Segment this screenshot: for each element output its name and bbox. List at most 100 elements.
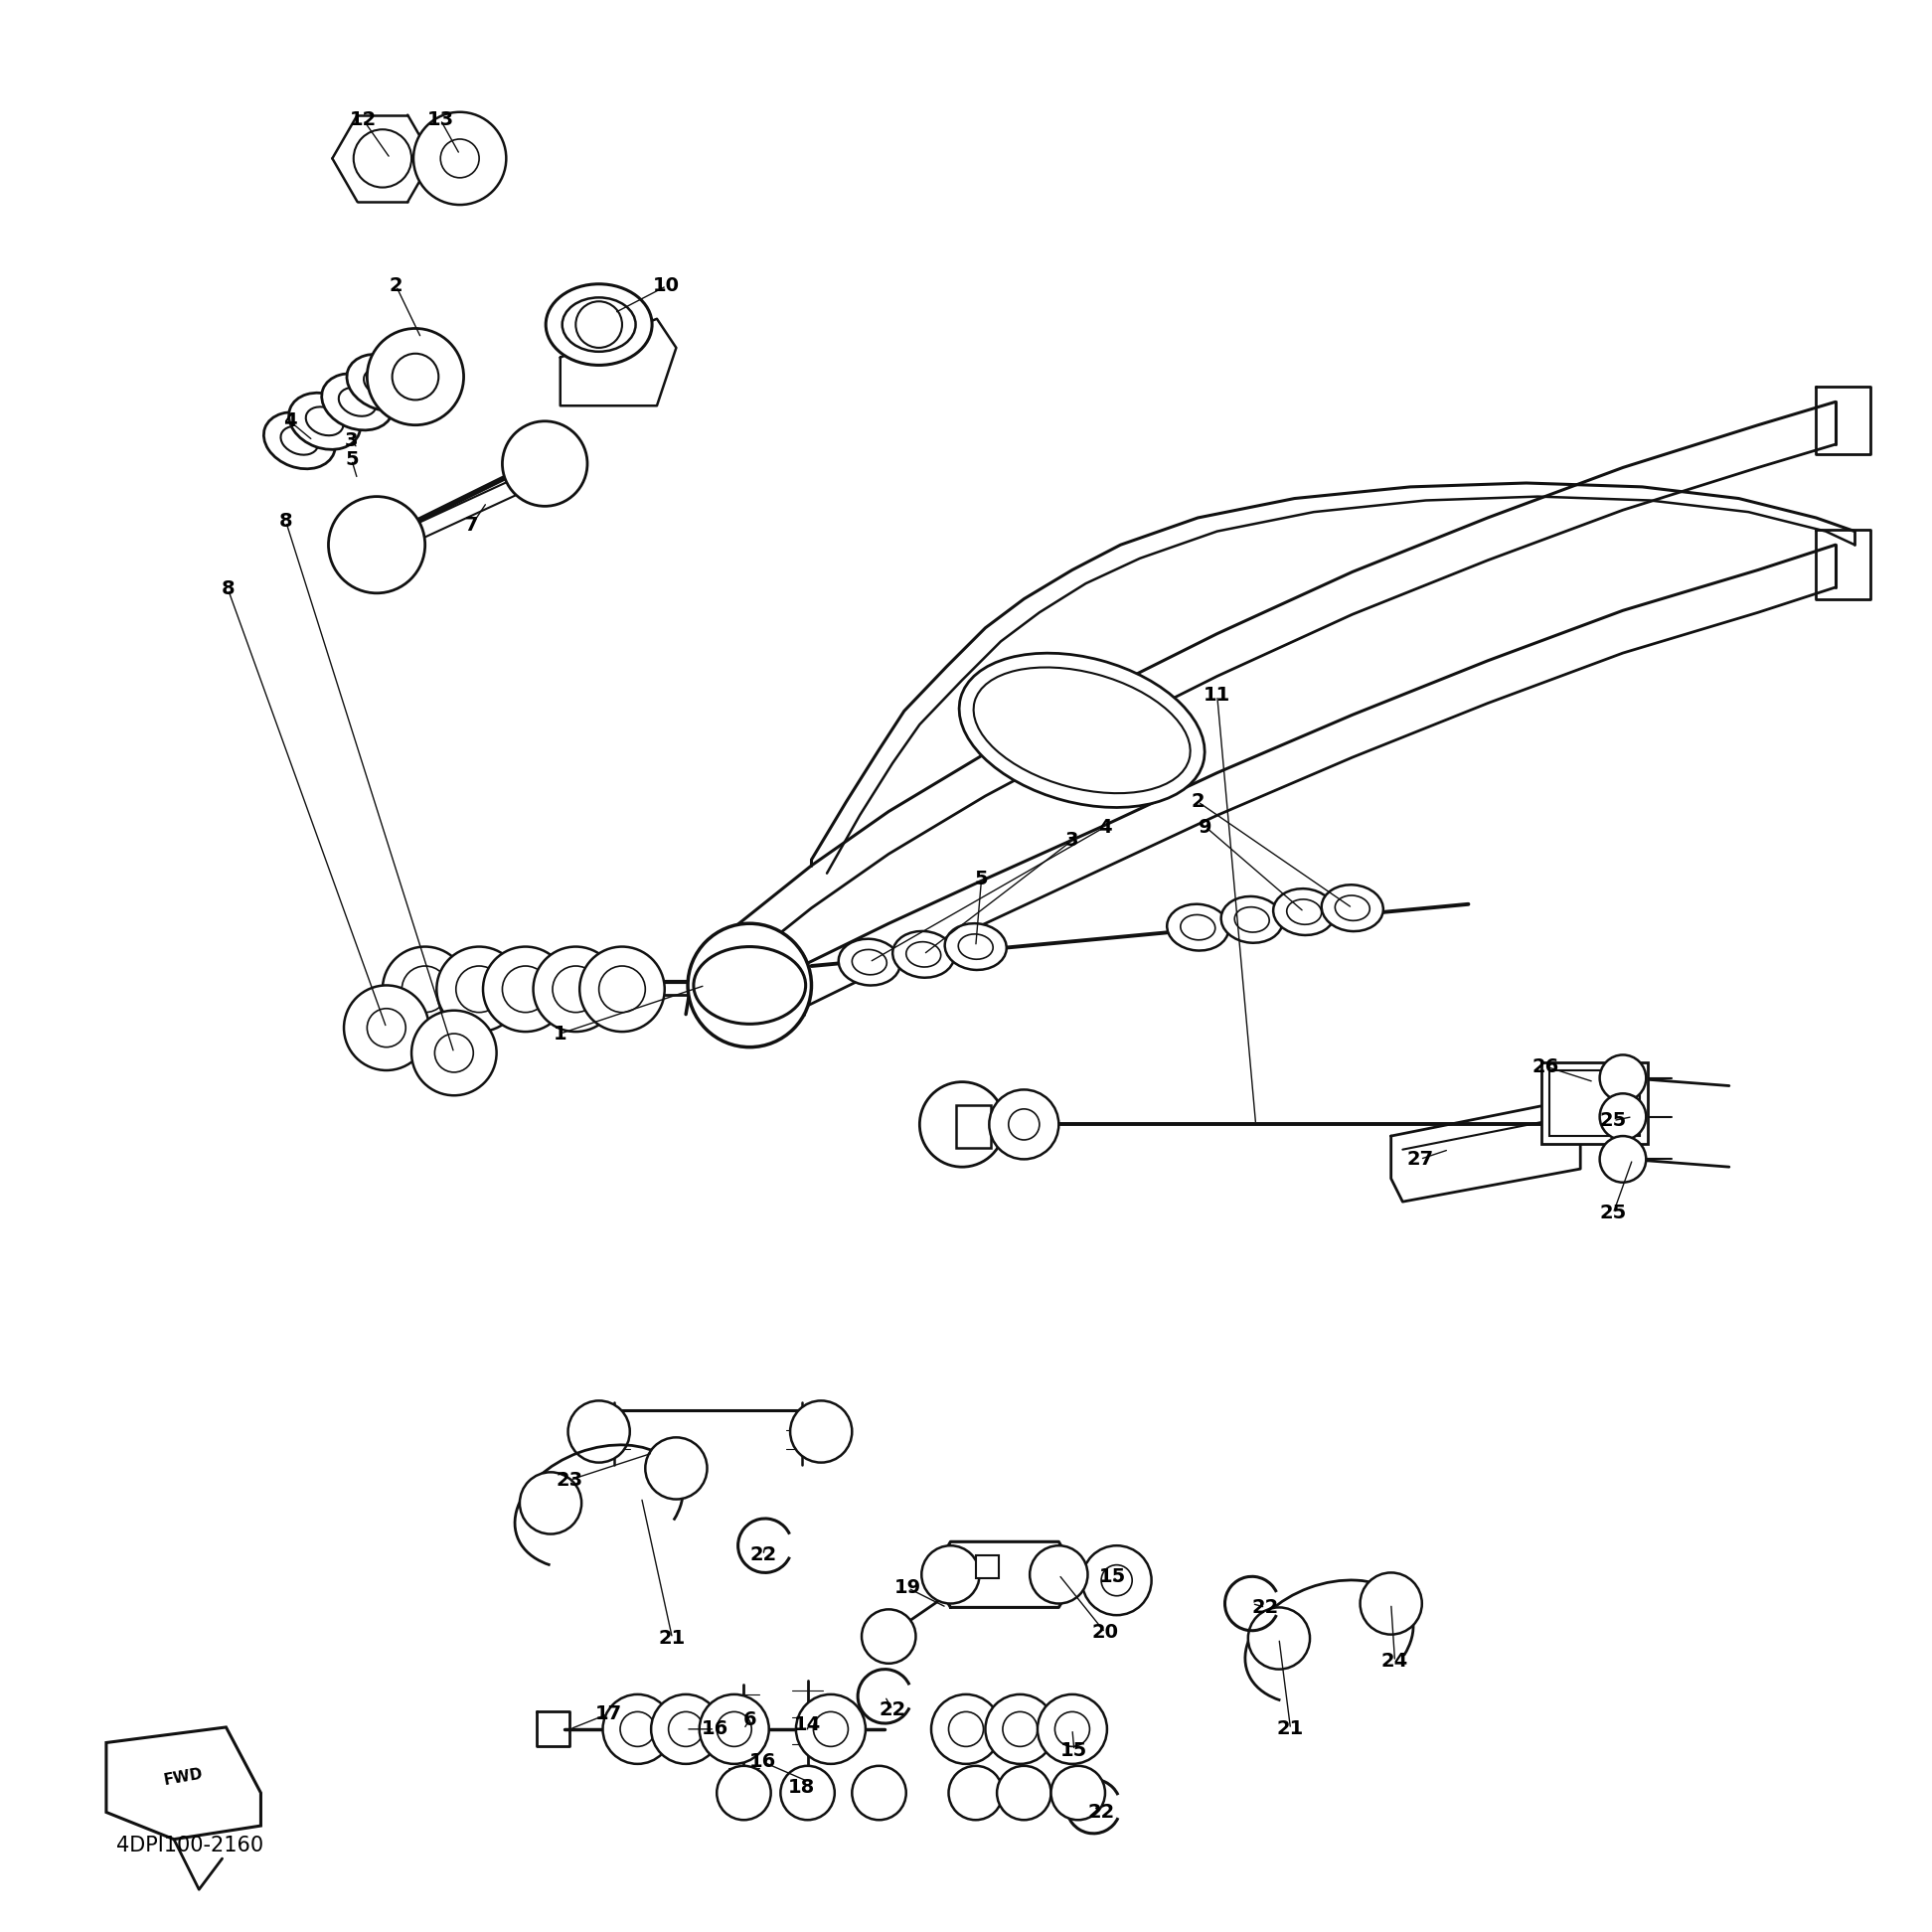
Ellipse shape	[338, 388, 377, 415]
Ellipse shape	[893, 931, 954, 978]
Text: 10: 10	[653, 276, 680, 296]
Ellipse shape	[348, 354, 417, 412]
Circle shape	[717, 1712, 752, 1747]
Text: 16: 16	[750, 1752, 777, 1772]
Circle shape	[383, 947, 468, 1032]
Circle shape	[1600, 1136, 1646, 1182]
Text: 16: 16	[701, 1719, 728, 1739]
Text: 26: 26	[1532, 1057, 1559, 1076]
Circle shape	[1360, 1573, 1422, 1634]
Circle shape	[354, 129, 412, 187]
Circle shape	[813, 1712, 848, 1747]
Text: 3: 3	[346, 431, 357, 450]
Ellipse shape	[694, 947, 806, 1024]
Circle shape	[699, 1694, 769, 1764]
Text: 2: 2	[1190, 792, 1206, 811]
Circle shape	[715, 951, 784, 1020]
Circle shape	[1037, 1694, 1107, 1764]
Circle shape	[1600, 1055, 1646, 1101]
Text: 4: 4	[282, 412, 298, 431]
Text: 18: 18	[788, 1777, 815, 1797]
Circle shape	[1055, 1712, 1090, 1747]
Text: 21: 21	[1277, 1719, 1304, 1739]
Text: 15: 15	[1061, 1741, 1088, 1760]
Circle shape	[862, 1609, 916, 1663]
Circle shape	[717, 1766, 771, 1820]
Text: 22: 22	[750, 1546, 777, 1565]
Text: 6: 6	[742, 1710, 757, 1729]
Circle shape	[392, 354, 439, 400]
Text: 5: 5	[344, 450, 359, 469]
Circle shape	[688, 923, 811, 1047]
Circle shape	[931, 1694, 1001, 1764]
Text: 11: 11	[1204, 686, 1231, 705]
Circle shape	[440, 139, 479, 178]
Ellipse shape	[323, 373, 392, 431]
Polygon shape	[106, 1727, 261, 1839]
Ellipse shape	[1321, 885, 1383, 931]
Circle shape	[668, 1712, 703, 1747]
Text: 19: 19	[895, 1578, 922, 1598]
Text: FWD: FWD	[162, 1766, 205, 1789]
Circle shape	[568, 1401, 630, 1463]
Circle shape	[645, 1437, 707, 1499]
Circle shape	[367, 1009, 406, 1047]
Text: 17: 17	[595, 1704, 622, 1723]
Ellipse shape	[1180, 914, 1215, 941]
Ellipse shape	[545, 284, 653, 365]
Circle shape	[580, 947, 665, 1032]
Text: 5: 5	[974, 869, 989, 889]
Circle shape	[553, 966, 599, 1012]
Circle shape	[603, 1694, 672, 1764]
Bar	[976, 1555, 999, 1578]
Circle shape	[402, 966, 448, 1012]
Text: 15: 15	[1099, 1567, 1126, 1586]
Circle shape	[344, 985, 429, 1070]
Ellipse shape	[1335, 895, 1370, 922]
Ellipse shape	[958, 933, 993, 960]
Circle shape	[1051, 1766, 1105, 1820]
Circle shape	[620, 1712, 655, 1747]
Circle shape	[989, 1090, 1059, 1159]
Circle shape	[781, 1766, 835, 1820]
Text: 2: 2	[388, 276, 404, 296]
Ellipse shape	[290, 392, 359, 450]
Circle shape	[520, 1472, 582, 1534]
Circle shape	[367, 328, 464, 425]
Text: 1: 1	[553, 1024, 568, 1043]
Ellipse shape	[363, 369, 402, 396]
Circle shape	[1600, 1094, 1646, 1140]
Ellipse shape	[1287, 898, 1321, 925]
Text: 25: 25	[1600, 1204, 1627, 1223]
Ellipse shape	[280, 427, 319, 454]
Text: 23: 23	[556, 1470, 583, 1490]
Circle shape	[576, 301, 622, 348]
Circle shape	[1082, 1546, 1151, 1615]
Circle shape	[1101, 1565, 1132, 1596]
Circle shape	[413, 112, 506, 205]
Ellipse shape	[562, 298, 636, 352]
Circle shape	[796, 1694, 866, 1764]
Circle shape	[1248, 1607, 1310, 1669]
Text: 9: 9	[1200, 817, 1211, 837]
Text: 25: 25	[1600, 1111, 1627, 1130]
Circle shape	[456, 966, 502, 1012]
Circle shape	[533, 947, 618, 1032]
Ellipse shape	[1273, 889, 1335, 935]
Circle shape	[502, 966, 549, 1012]
Ellipse shape	[974, 667, 1190, 794]
Text: 4DPI100-2160: 4DPI100-2160	[116, 1835, 263, 1855]
Circle shape	[949, 1766, 1003, 1820]
Text: 4: 4	[1097, 817, 1113, 837]
Circle shape	[949, 1712, 983, 1747]
Circle shape	[1030, 1546, 1088, 1604]
Text: 8: 8	[220, 580, 236, 599]
Text: 13: 13	[427, 110, 454, 129]
Text: 8: 8	[278, 512, 294, 531]
Ellipse shape	[1221, 896, 1283, 943]
Circle shape	[502, 421, 587, 506]
Bar	[1549, 1070, 1640, 1136]
Text: 27: 27	[1406, 1150, 1434, 1169]
Circle shape	[922, 1546, 980, 1604]
Circle shape	[1009, 1109, 1039, 1140]
